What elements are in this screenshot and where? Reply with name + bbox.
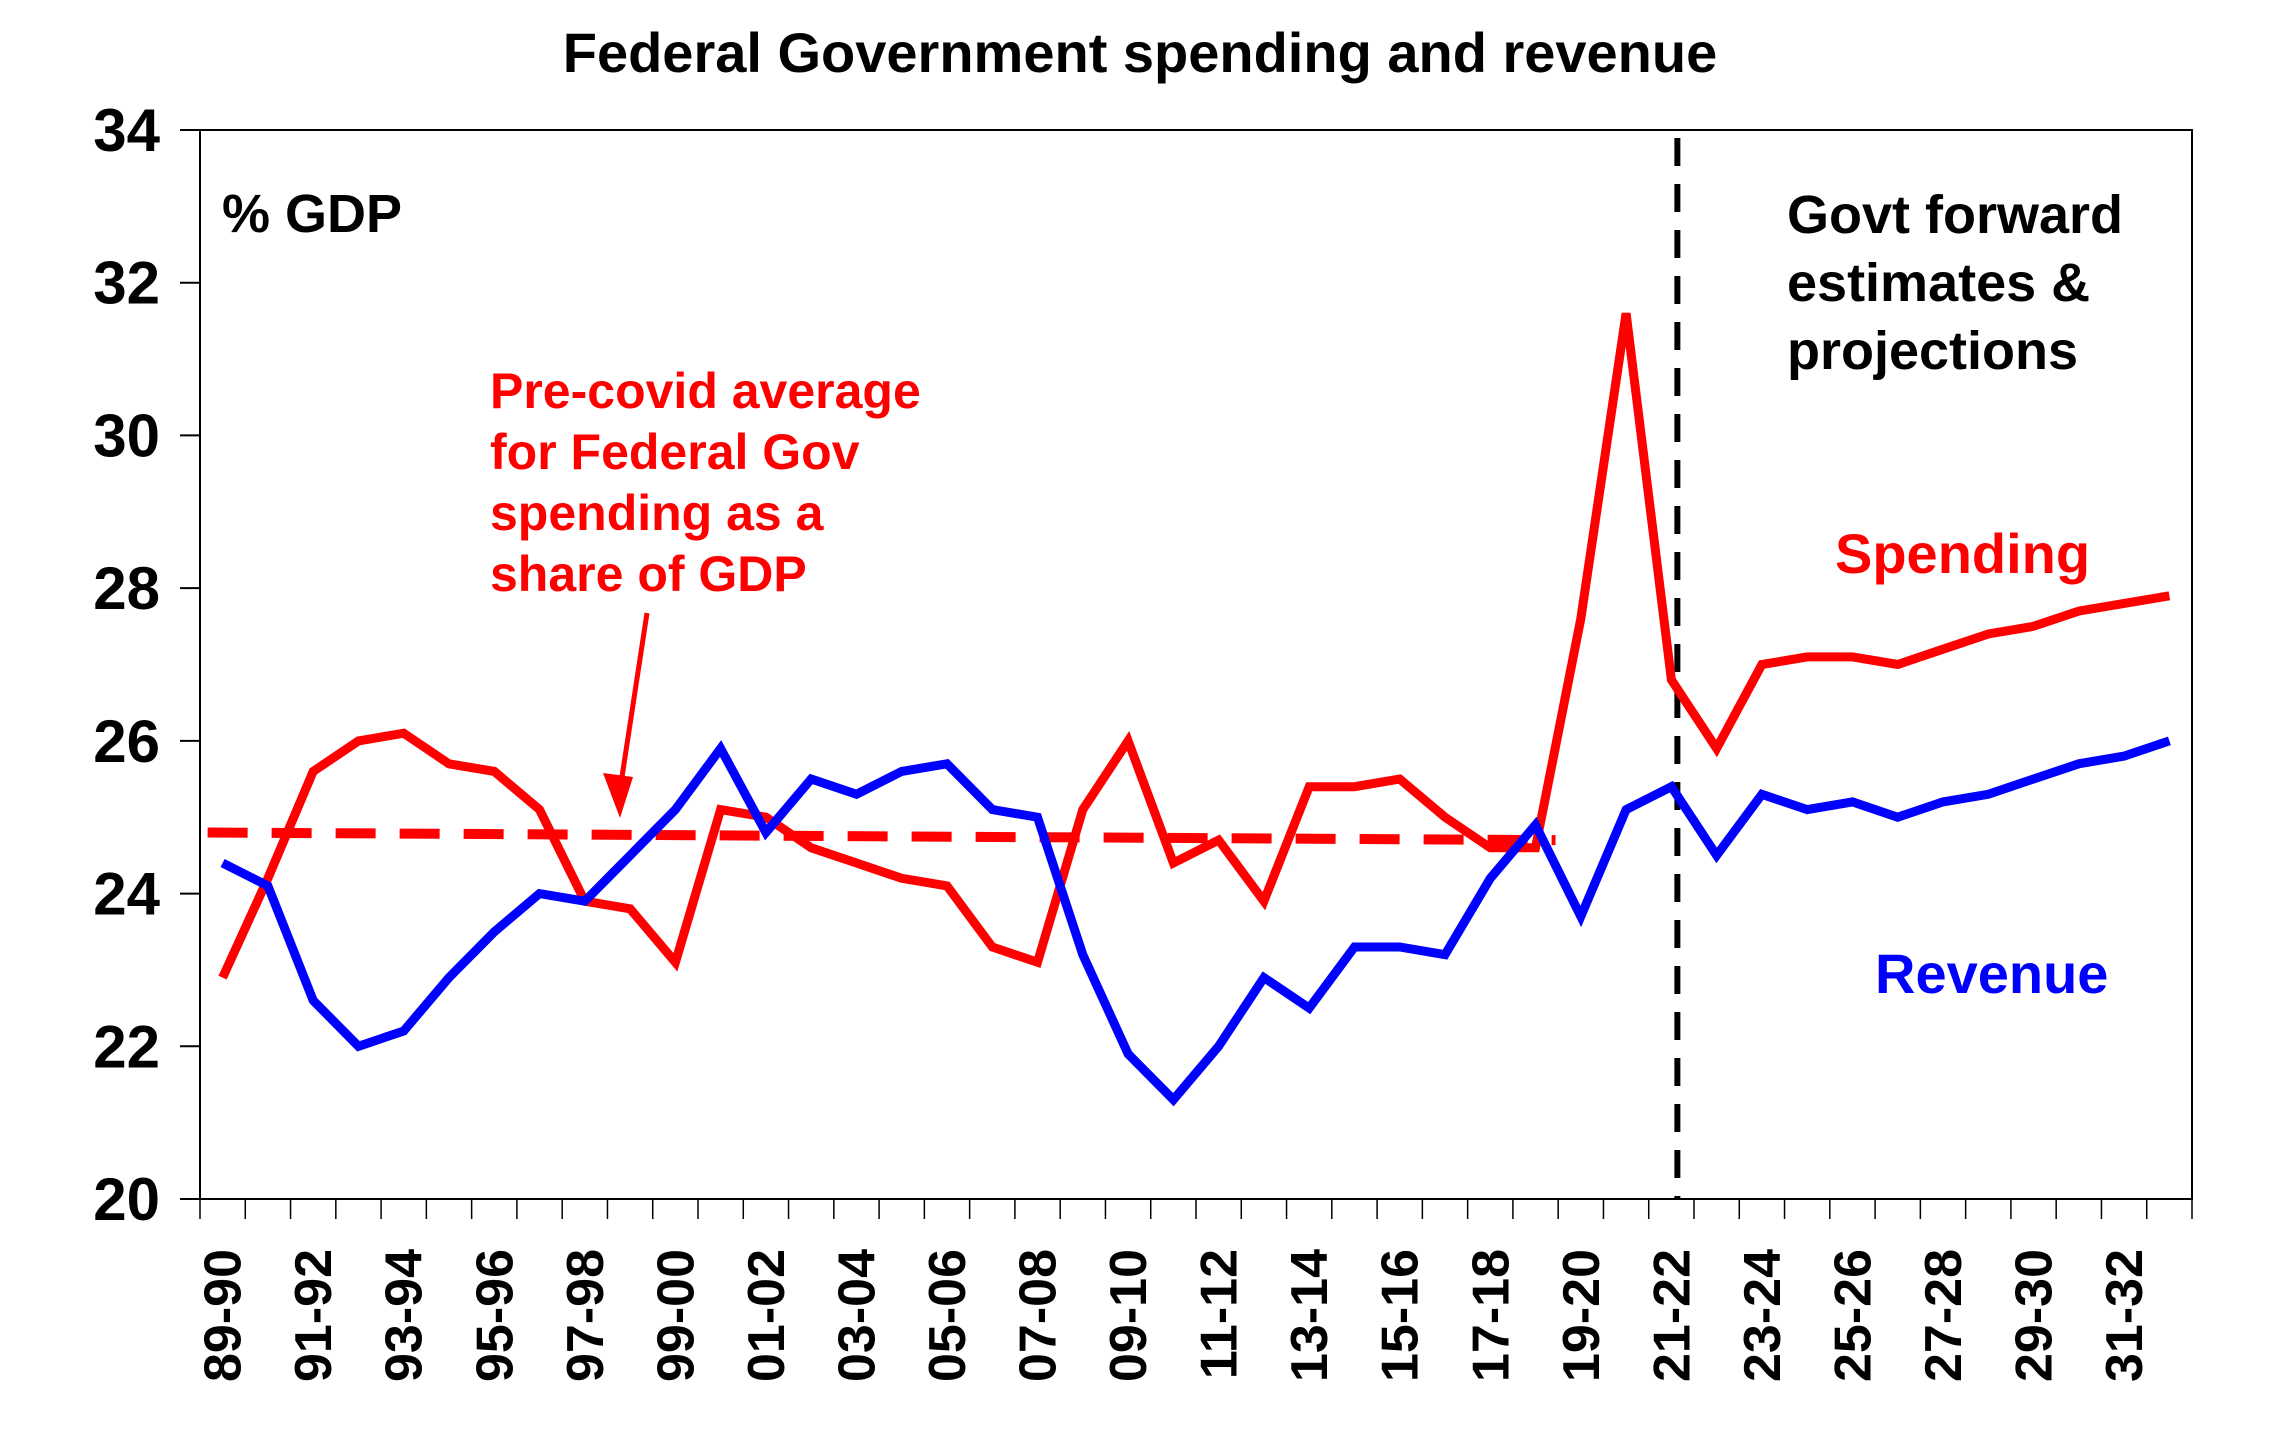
y-tick-label: 30 [93, 402, 160, 469]
x-tick-label: 27-28 [1915, 1249, 1973, 1382]
y-tick-label: 34 [93, 97, 160, 164]
x-tick-label: 91-92 [285, 1249, 343, 1382]
forecast-label-line: Govt forward [1787, 185, 2123, 245]
y-tick-label: 24 [93, 861, 160, 928]
unit-label: % GDP [222, 184, 402, 244]
x-tick-label: 01-02 [738, 1249, 796, 1382]
x-tick-label: 05-06 [919, 1249, 977, 1382]
y-tick-label: 32 [93, 250, 160, 317]
y-tick-label: 26 [93, 708, 160, 775]
reference-lines [207, 138, 1681, 1199]
x-tick-label: 93-94 [376, 1249, 434, 1382]
y-tick-label: 20 [93, 1166, 160, 1233]
x-tick-label: 07-08 [1010, 1249, 1068, 1382]
x-tick-label: 21-22 [1643, 1249, 1701, 1382]
x-tick-label: 13-14 [1281, 1249, 1339, 1382]
average-dashed-line [207, 827, 1556, 846]
forecast-label-line: projections [1787, 321, 2078, 381]
x-tick-label: 99-00 [647, 1249, 705, 1382]
x-tick-label: 95-96 [466, 1249, 524, 1382]
x-tick-label: 19-20 [1553, 1249, 1611, 1382]
y-tick-label: 22 [93, 1013, 160, 1080]
average-label-line: spending as a [490, 485, 825, 541]
x-tick-label: 97-98 [557, 1249, 615, 1382]
series-group [218, 312, 2171, 1107]
x-tick-label: 31-32 [2096, 1249, 2154, 1382]
x-axis: 89-90 91-92 93-94 95-96 97-98 99-00 01-02 03-04… [195, 1199, 2193, 1382]
forecast-label: Govt forward estimates & projections [1787, 185, 2123, 381]
spending-series-label: Spending [1835, 522, 2090, 585]
revenue-series-label: Revenue [1875, 942, 2108, 1005]
x-tick-label: 89-90 [195, 1249, 253, 1382]
chart-title: Federal Government spending and revenue [563, 21, 1718, 84]
x-tick-label: 25-26 [1824, 1249, 1882, 1382]
arrow-icon [617, 612, 650, 791]
forecast-label-line: estimates & [1787, 253, 2090, 313]
annotations: % GDP Govt forward estimates & projections… [222, 184, 2123, 1005]
y-axis: 20 22 24 26 28 30 32 34 [93, 97, 200, 1233]
x-tick-label: 15-16 [1372, 1249, 1430, 1382]
x-tick-label: 03-04 [828, 1249, 886, 1382]
average-label-line: share of GDP [490, 546, 807, 602]
x-tick-label: 29-30 [2006, 1249, 2064, 1382]
revenue-line [220, 736, 2171, 1107]
x-tick-label: 23-24 [1734, 1249, 1792, 1382]
arrow-head-icon [603, 773, 633, 818]
x-tick-label: 17-18 [1462, 1249, 1520, 1382]
average-label-line: for Federal Gov [490, 424, 860, 480]
y-tick-label: 28 [93, 555, 160, 622]
x-tick-label: 11-12 [1191, 1249, 1249, 1379]
x-tick-label: 09-10 [1100, 1249, 1158, 1382]
spending-line [218, 312, 2171, 980]
average-label-line: Pre-covid average [490, 363, 921, 419]
